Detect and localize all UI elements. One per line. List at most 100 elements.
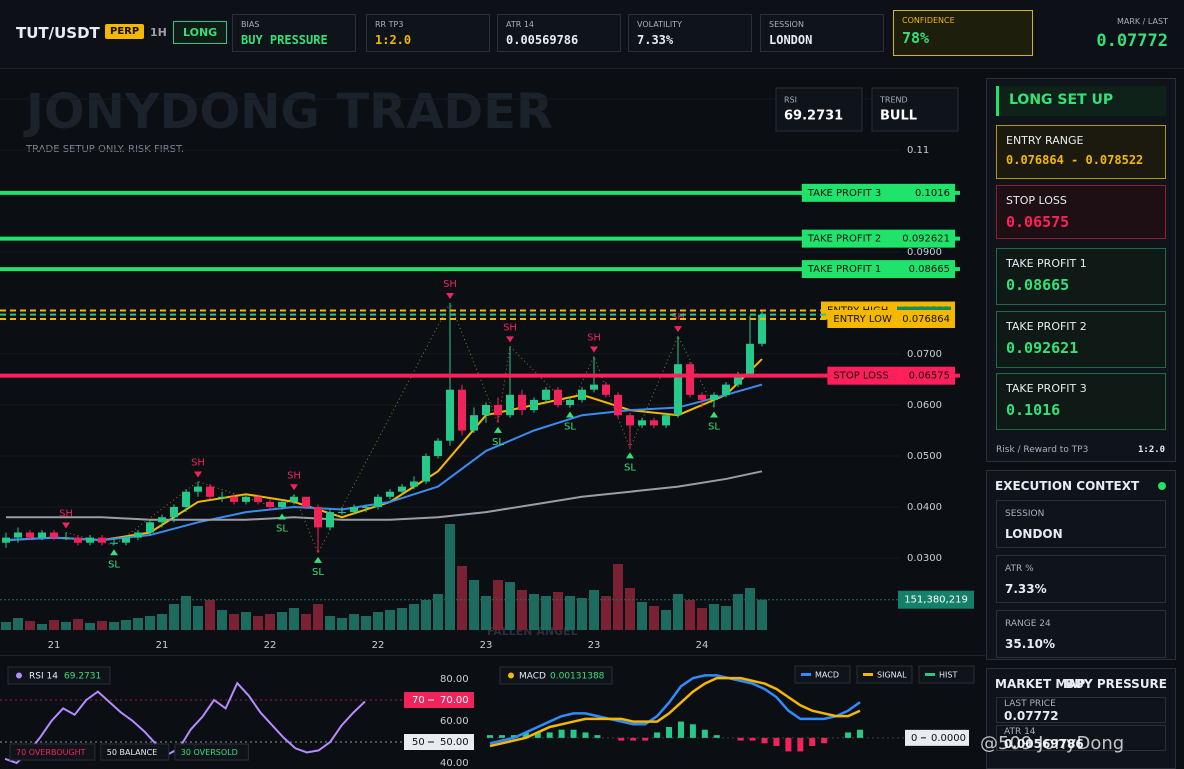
header-cell-value: 1:2.0 [375, 33, 412, 47]
swing-arrow [506, 336, 514, 343]
macd-legend [499, 666, 613, 685]
volume-bar [589, 590, 599, 630]
swing-arrow [626, 452, 634, 459]
swing-arrow [110, 549, 118, 556]
indicator-panels: 80.00 60.00 40.00 70 70.00 50 50.00 RSI 14 69.27… [0, 655, 985, 769]
swing-arrow [62, 522, 70, 529]
macd-hist-bar [737, 737, 744, 741]
swing-arrow [278, 513, 286, 520]
candle-body [206, 486, 214, 497]
volume-bar [625, 588, 635, 630]
macd-zero-value: 0 [911, 733, 917, 744]
candle-body [506, 394, 514, 416]
candle-body [134, 532, 142, 538]
x-tick-label: 22 [264, 640, 277, 651]
volume-bar [325, 616, 335, 630]
candle-body [518, 394, 526, 411]
rsi-legend-text: 50 BALANCE [107, 748, 157, 757]
macd-hist-bar [642, 737, 649, 741]
candle-body [746, 343, 754, 375]
volume-bar [481, 596, 491, 630]
rsi-tick-label: 60.00 [440, 716, 469, 727]
volume-bar [757, 599, 767, 630]
swing-arrow [710, 411, 718, 418]
level-value: 0.08665 [909, 264, 950, 275]
candle-body [566, 399, 574, 405]
volume-bar [121, 620, 131, 630]
macd-line [489, 674, 861, 745]
setup-card: TAKE PROFIT 3 0.1016 [996, 373, 1166, 430]
volume-bar [349, 614, 359, 630]
macd-dot [508, 672, 514, 679]
volume-bar [253, 616, 263, 630]
setup-title: LONG SET UP [996, 86, 1166, 116]
candle-body [710, 394, 718, 400]
market-map-value: 0.07772 [1004, 709, 1059, 723]
volume-bar [289, 608, 299, 630]
volume-bar [277, 612, 287, 630]
candle-body [386, 491, 394, 497]
macd-hist-bar [558, 729, 565, 738]
context-item-label: RANGE 24 [1005, 619, 1051, 629]
level-badge [801, 260, 955, 279]
rsi-legend-text: 70 OVERBOUGHT [16, 748, 86, 757]
swing-label: SH [59, 509, 73, 520]
swing-label: SL [276, 524, 288, 535]
candle-body [230, 496, 238, 502]
rsi-legend-box [174, 743, 249, 761]
swing-arrow [590, 346, 598, 353]
macd-hist-bar [701, 729, 708, 738]
market-map-state: BUY PRESSURE [1065, 677, 1167, 691]
volume-bar [61, 622, 71, 630]
macd-zero-label: 0.0000 [931, 733, 966, 744]
market-map-value: 0.00569786 [1004, 737, 1084, 751]
confidence-cell: CONFIDENCE 78% [893, 10, 1033, 56]
macd-hist-bar [666, 727, 673, 738]
context-item-label: SESSION [1005, 509, 1045, 519]
candle-body [674, 364, 682, 416]
macd-legend-text: HIST [939, 671, 957, 680]
confidence-label: CONFIDENCE [902, 16, 955, 25]
rsi-line [4, 681, 366, 765]
context-title: EXECUTION CONTEXT [995, 479, 1140, 493]
volume-badge-text: 151,380,219 [904, 595, 968, 606]
y-tick-label: 0.0400 [907, 502, 942, 513]
context-item-label: ATR % [1005, 564, 1034, 574]
level-label: ENTRY LOW [833, 314, 892, 325]
macd-label: MACD [519, 672, 546, 682]
candle-body [278, 501, 286, 507]
volume-bar [37, 624, 47, 630]
mark-value: 0.07772 [1096, 31, 1168, 51]
volume-bar [1, 622, 11, 630]
level-label: STOP LOSS [833, 371, 888, 382]
x-tick-label: 22 [372, 640, 385, 651]
swing-arrow [674, 326, 682, 333]
macd-hist-bar [809, 737, 816, 746]
y-tick-label: 0.11 [907, 145, 929, 156]
header-cell-value: 7.33% [637, 33, 674, 47]
candle-body [470, 415, 478, 431]
candle-body [62, 537, 70, 539]
volume-bar [385, 610, 395, 630]
swing-label: SH [587, 333, 601, 344]
volume-bar [733, 594, 743, 630]
candle-body [146, 522, 154, 533]
candle-body [362, 507, 370, 508]
swing-arrow [314, 556, 322, 563]
macd-hist-bar [773, 737, 780, 746]
candle-body [122, 537, 130, 543]
volume-bar [13, 618, 23, 630]
volume-bar [649, 606, 659, 630]
swing-arrow [290, 484, 298, 491]
candle-body [14, 532, 22, 538]
macd-hist-bar [785, 737, 792, 752]
volume-bar [229, 614, 239, 630]
swing-label: SL [108, 559, 120, 570]
macd-value: 0.00131388 [550, 672, 605, 682]
setup-card: TAKE PROFIT 2 0.092621 [996, 311, 1166, 368]
macd-hist-bar [689, 724, 696, 738]
volume-bar [745, 588, 755, 630]
rsi-level-badge [404, 734, 474, 750]
candle-body [266, 501, 274, 507]
volume-bar [85, 623, 95, 630]
